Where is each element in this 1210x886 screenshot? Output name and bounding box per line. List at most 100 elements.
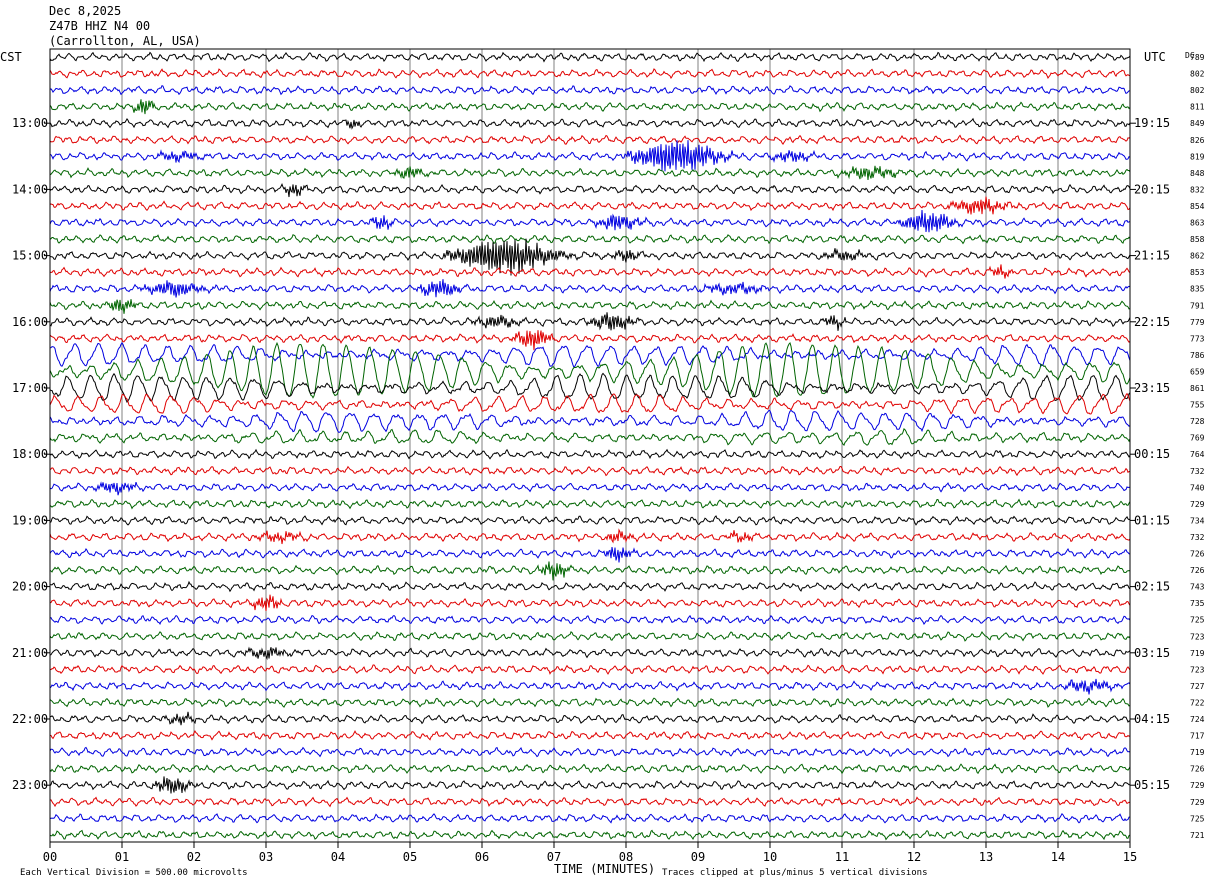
trace-39 bbox=[49, 697, 1131, 708]
x-tick-label-02: 02 bbox=[187, 850, 201, 864]
trace-2 bbox=[49, 85, 1131, 96]
utc-hour-label: 21:15 bbox=[1134, 249, 1170, 263]
dc-offset-value: 786 bbox=[1190, 351, 1205, 360]
utc-hour-label: 22:15 bbox=[1134, 315, 1170, 329]
dc-offset-value: 726 bbox=[1190, 765, 1205, 774]
dc-offset-value: 811 bbox=[1190, 103, 1205, 112]
plot-frame bbox=[49, 48, 1131, 843]
dc-offset-value: 826 bbox=[1190, 136, 1205, 145]
trace-30 bbox=[49, 547, 1131, 563]
dc-offset-value: 717 bbox=[1190, 732, 1205, 741]
cst-hour-label: 19:00 bbox=[12, 513, 48, 527]
trace-19 bbox=[49, 341, 1131, 399]
trace-45 bbox=[49, 796, 1131, 808]
grid bbox=[121, 49, 1059, 842]
dc-offset-value: 835 bbox=[1190, 285, 1205, 294]
x-tick-label-10: 10 bbox=[763, 850, 777, 864]
trace-38 bbox=[49, 678, 1131, 695]
trace-8 bbox=[49, 183, 1131, 198]
station-code: Z47B HHZ N4 00 bbox=[49, 19, 151, 33]
dc-offset-value: 722 bbox=[1190, 698, 1205, 707]
x-tick-label-15: 15 bbox=[1123, 850, 1137, 864]
utc-hour-label: 23:15 bbox=[1134, 381, 1170, 395]
dc-offset-value: 764 bbox=[1190, 450, 1205, 459]
trace-0 bbox=[49, 51, 1131, 63]
utc-hour-label: 05:15 bbox=[1134, 778, 1170, 792]
record-date: Dec 8,2025 bbox=[49, 4, 122, 18]
utc-hour-labels: 19:15 20:15 21:15 22:15 23:15 00:15 01:15 02:15… bbox=[1130, 116, 1170, 792]
cst-hour-label: 17:00 bbox=[12, 381, 48, 395]
trace-31 bbox=[49, 561, 1131, 581]
dc-offset-value: 791 bbox=[1190, 301, 1205, 310]
trace-13 bbox=[49, 264, 1131, 279]
dc-offset-value: 719 bbox=[1190, 748, 1205, 757]
trace-34 bbox=[49, 614, 1131, 626]
utc-hour-label: 01:15 bbox=[1134, 513, 1170, 527]
trace-11 bbox=[49, 234, 1131, 245]
x-tick-label-14: 14 bbox=[1051, 850, 1065, 864]
station-location: (Carrollton, AL, USA) bbox=[49, 34, 201, 48]
x-tick-label-08: 08 bbox=[619, 850, 633, 864]
trace-16 bbox=[49, 312, 1131, 331]
dc-offset-value: 861 bbox=[1190, 384, 1205, 393]
dc-offset-value: 732 bbox=[1190, 533, 1205, 542]
x-tick-label-00: 00 bbox=[43, 850, 57, 864]
utc-hour-label: 20:15 bbox=[1134, 182, 1170, 196]
trace-group bbox=[49, 51, 1131, 841]
trace-20 bbox=[49, 372, 1131, 403]
dc-offset-value: 862 bbox=[1190, 252, 1205, 261]
dc-offset-value: 732 bbox=[1190, 467, 1205, 476]
trace-22 bbox=[49, 409, 1131, 433]
dc-offset-value: 789 bbox=[1190, 53, 1205, 62]
dc-offset-value: 863 bbox=[1190, 219, 1205, 228]
trace-37 bbox=[49, 664, 1131, 675]
trace-27 bbox=[49, 498, 1131, 510]
dc-offset-value: 853 bbox=[1190, 268, 1205, 277]
dc-offset-value: 721 bbox=[1190, 831, 1205, 840]
x-axis: 00 01 02 03 04 05 06 07 08 09 10 11 12 13 14 15 bbox=[43, 842, 1137, 864]
trace-25 bbox=[49, 465, 1131, 477]
trace-7 bbox=[49, 165, 1131, 180]
trace-33 bbox=[49, 594, 1131, 611]
cst-hour-label: 15:00 bbox=[12, 249, 48, 263]
trace-18 bbox=[49, 342, 1131, 369]
utc-hour-label: 03:15 bbox=[1134, 646, 1170, 660]
x-tick-label-09: 09 bbox=[691, 850, 705, 864]
trace-28 bbox=[49, 515, 1131, 526]
trace-42 bbox=[49, 746, 1131, 758]
dc-offset-value: 769 bbox=[1190, 434, 1205, 443]
trace-46 bbox=[49, 812, 1131, 824]
dc-offset-value: 832 bbox=[1190, 185, 1205, 194]
dc-offset-value: 729 bbox=[1190, 781, 1205, 790]
dc-offset-value: 729 bbox=[1190, 500, 1205, 509]
trace-36 bbox=[49, 646, 1131, 661]
dc-offset-value: 735 bbox=[1190, 599, 1205, 608]
dc-offset-value: 802 bbox=[1190, 70, 1205, 79]
dc-offset-value: 854 bbox=[1190, 202, 1205, 211]
trace-14 bbox=[49, 279, 1131, 298]
dc-offset-value: 727 bbox=[1190, 682, 1205, 691]
x-tick-label-07: 07 bbox=[547, 850, 561, 864]
dc-offset-value: 848 bbox=[1190, 169, 1205, 178]
x-tick-label-04: 04 bbox=[331, 850, 345, 864]
dc-offset-value: 724 bbox=[1190, 715, 1205, 724]
x-tick-label-11: 11 bbox=[835, 850, 849, 864]
dc-offset-value: 773 bbox=[1190, 334, 1205, 343]
utc-hour-label: 19:15 bbox=[1134, 116, 1170, 130]
dc-offset-labels: 789 802 802 811 849 826 819 848 832 854 863 858 862 8… bbox=[1190, 53, 1205, 840]
trace-5 bbox=[49, 134, 1131, 145]
cst-hour-label: 16:00 bbox=[12, 315, 48, 329]
trace-6 bbox=[49, 140, 1131, 172]
dc-axis-label: DC bbox=[1185, 51, 1195, 60]
cst-hour-label: 23:00 bbox=[12, 778, 48, 792]
trace-47 bbox=[49, 829, 1131, 841]
x-tick-label-13: 13 bbox=[979, 850, 993, 864]
dc-offset-value: 723 bbox=[1190, 665, 1205, 674]
trace-43 bbox=[49, 763, 1131, 775]
dc-offset-value: 659 bbox=[1190, 367, 1205, 376]
cst-hour-labels: 13:00 14:00 15:00 16:00 17:00 18:00 19:00 20:00… bbox=[12, 116, 50, 792]
dc-offset-value: 802 bbox=[1190, 86, 1205, 95]
dc-offset-value: 723 bbox=[1190, 632, 1205, 641]
x-tick-label-03: 03 bbox=[259, 850, 273, 864]
